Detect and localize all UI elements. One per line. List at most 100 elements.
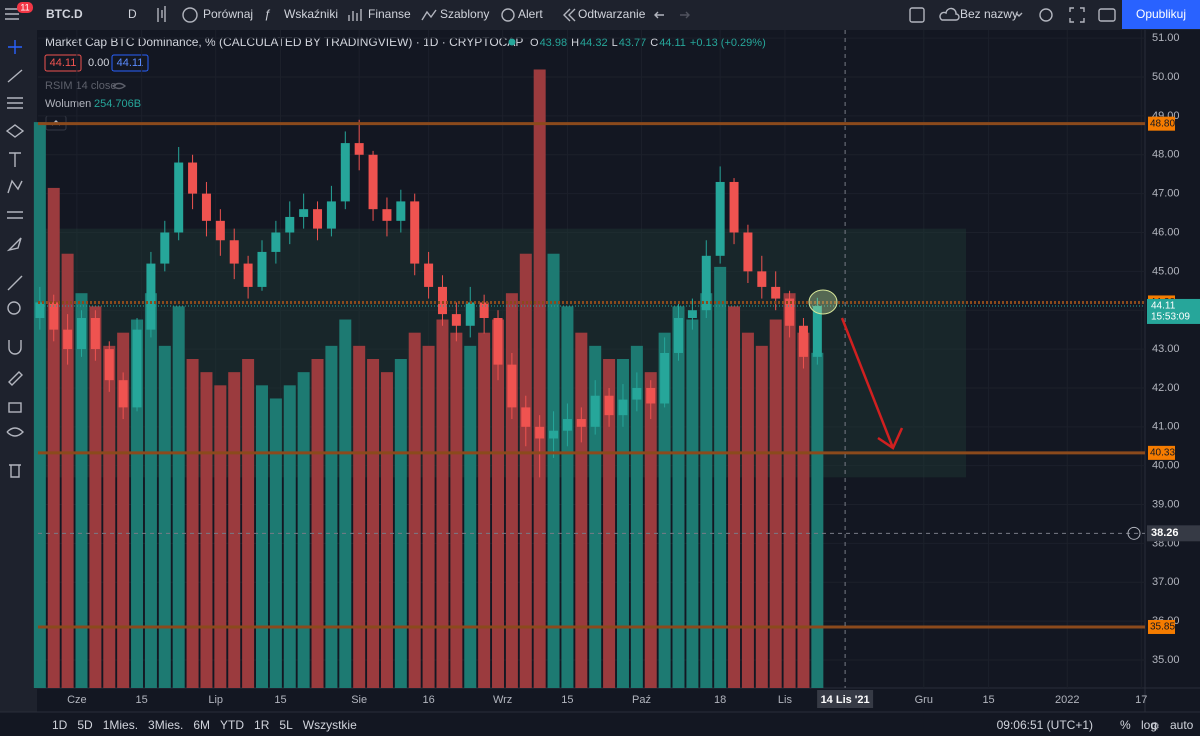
x-tick-label: 15 — [274, 694, 286, 706]
hide-icon[interactable] — [112, 82, 127, 90]
x-tick-label: Paź — [632, 694, 651, 706]
undo-icon[interactable] — [654, 11, 664, 19]
publish[interactable]: Opublikuj — [1136, 7, 1186, 21]
cloud-icon[interactable] — [939, 7, 960, 21]
layout-icon[interactable] — [909, 7, 925, 23]
x-tick-label: Lis — [778, 694, 793, 706]
ohlc-key: O — [530, 37, 539, 49]
dropdown-icon[interactable] — [1015, 12, 1023, 17]
range-button[interactable]: 6M — [193, 718, 210, 732]
compare[interactable]: Porównaj — [203, 7, 253, 21]
volume-bar — [700, 293, 713, 688]
x-tick-label: 16 — [422, 694, 434, 706]
templates[interactable]: Szablony — [440, 7, 489, 21]
x-tick-label: Sie — [351, 694, 367, 706]
alert[interactable]: Alert — [518, 7, 543, 21]
candle-body — [771, 286, 781, 299]
volume-bar — [575, 332, 588, 688]
crosshair-x-label: 14 Lis '21 — [821, 694, 870, 706]
alert-icon[interactable] — [501, 8, 515, 22]
range-button[interactable]: 3Mies. — [148, 718, 183, 732]
volume-bar — [519, 253, 532, 688]
symbol[interactable]: BTC.D — [46, 7, 83, 21]
candle-body — [90, 317, 100, 350]
candle-body — [479, 302, 489, 318]
candle-body — [493, 317, 503, 365]
bottom-toolbar — [0, 712, 1200, 736]
candle-body — [160, 232, 170, 264]
candle-body — [188, 162, 198, 194]
redo-icon[interactable] — [680, 11, 690, 19]
drawing-tools[interactable] — [5, 40, 25, 478]
x-tick-label: Wrz — [493, 694, 512, 706]
volume-bar — [339, 319, 352, 688]
value-box — [44, 54, 82, 72]
volume-bar — [172, 306, 185, 688]
volume-bar — [186, 359, 199, 688]
snapshot-icon[interactable] — [1098, 8, 1116, 22]
fullscreen-icon[interactable] — [1069, 7, 1085, 23]
ohlc-value: 44.32 — [580, 37, 608, 49]
range-button[interactable]: 1R — [254, 718, 270, 732]
fx-icon[interactable]: ƒ — [264, 7, 271, 21]
publish-button[interactable] — [1122, 0, 1200, 29]
volume-bar — [47, 187, 60, 689]
volume-bar — [436, 319, 449, 688]
candle-body — [729, 181, 739, 233]
volume-bar — [380, 372, 393, 688]
candle-body — [299, 209, 309, 217]
volume-bar — [394, 359, 407, 688]
replay[interactable]: Odtwarzanie — [578, 7, 646, 21]
range-button[interactable]: 5L — [279, 718, 293, 732]
candle-body — [715, 181, 725, 256]
volume-name: Wolumen — [45, 98, 91, 110]
candle-body — [424, 263, 434, 287]
interval[interactable]: D — [128, 7, 137, 21]
indicators[interactable]: Wskaźniki — [284, 7, 338, 21]
range-button[interactable]: Wszystkie — [303, 718, 357, 732]
chart-type-icon[interactable] — [157, 6, 166, 22]
volume-bar — [408, 332, 421, 688]
x-tick-label: 15 — [561, 694, 573, 706]
ohlc-key: C — [650, 37, 658, 49]
layout-name[interactable]: Bez nazwy — [960, 7, 1018, 21]
ohlc-value: 43.98 — [540, 37, 568, 49]
time: 09:06:51 (UTC+1) — [997, 718, 1093, 732]
volume-bar — [478, 332, 491, 688]
candle-body — [174, 162, 184, 233]
log-toggle[interactable]: log — [1141, 718, 1157, 732]
y-tick-label: 48.00 — [1152, 149, 1180, 161]
auto-toggle[interactable]: auto — [1170, 718, 1194, 732]
candle-body — [271, 232, 281, 252]
templates-icon[interactable] — [421, 9, 437, 21]
volume-bar — [103, 345, 116, 688]
volume-bar — [283, 385, 296, 688]
compare-icon[interactable] — [182, 7, 198, 23]
range-button[interactable]: YTD — [220, 718, 244, 732]
range-button[interactable]: 1D — [52, 718, 68, 732]
y-tick-label: 35.00 — [1152, 654, 1180, 666]
volume-bar — [589, 345, 602, 688]
chart-area: 35.0036.0037.0038.0039.0040.0041.0042.00… — [33, 30, 1200, 708]
replay-icon[interactable] — [563, 8, 576, 22]
volume-bar — [505, 293, 518, 688]
volume-bar — [242, 359, 255, 688]
candle-body — [674, 317, 684, 353]
settings-icon[interactable]: ⚙ — [1150, 721, 1160, 733]
volume-bar — [228, 372, 241, 688]
candle-body — [618, 399, 628, 416]
countdown: 15:53:09 — [1151, 312, 1190, 323]
y-tick-label: 47.00 — [1152, 188, 1180, 200]
range-button[interactable]: 5D — [77, 718, 93, 732]
volume-bar — [214, 385, 227, 688]
y-tick-label: 42.00 — [1152, 382, 1180, 394]
financials-icon[interactable] — [348, 9, 362, 21]
menu-icon[interactable] — [5, 8, 19, 20]
settings-icon[interactable] — [1039, 8, 1053, 22]
badge — [17, 2, 33, 13]
financials[interactable]: Finanse — [368, 7, 411, 21]
percent-toggle[interactable]: % — [1120, 718, 1131, 732]
range-button[interactable]: 1Mies. — [103, 718, 138, 732]
volume-bar — [89, 306, 102, 688]
crosshair-plus[interactable] — [1127, 526, 1141, 540]
